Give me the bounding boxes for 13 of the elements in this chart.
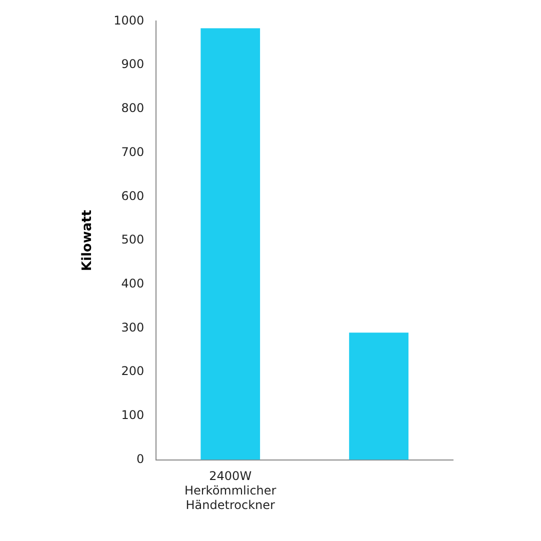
y-tick-label: 100 [121,408,144,422]
y-tick-label: 600 [121,188,144,203]
y-tick-label: 900 [121,57,144,72]
y-tick-label: 200 [121,364,144,378]
y-tick-label: 0 [136,452,144,466]
y-tick-label: 300 [121,320,144,334]
y-tick-label: 400 [121,276,144,290]
y-axis-title: Kilowatt [80,210,96,272]
y-tick-label: 800 [121,101,144,116]
y-tick-label: 500 [121,232,144,247]
y-tick-label: 700 [121,144,144,159]
x-tick-label: 2400W Herkömmlicher Händetrockner [184,469,276,512]
y-tick-label: 1000 [114,13,144,28]
